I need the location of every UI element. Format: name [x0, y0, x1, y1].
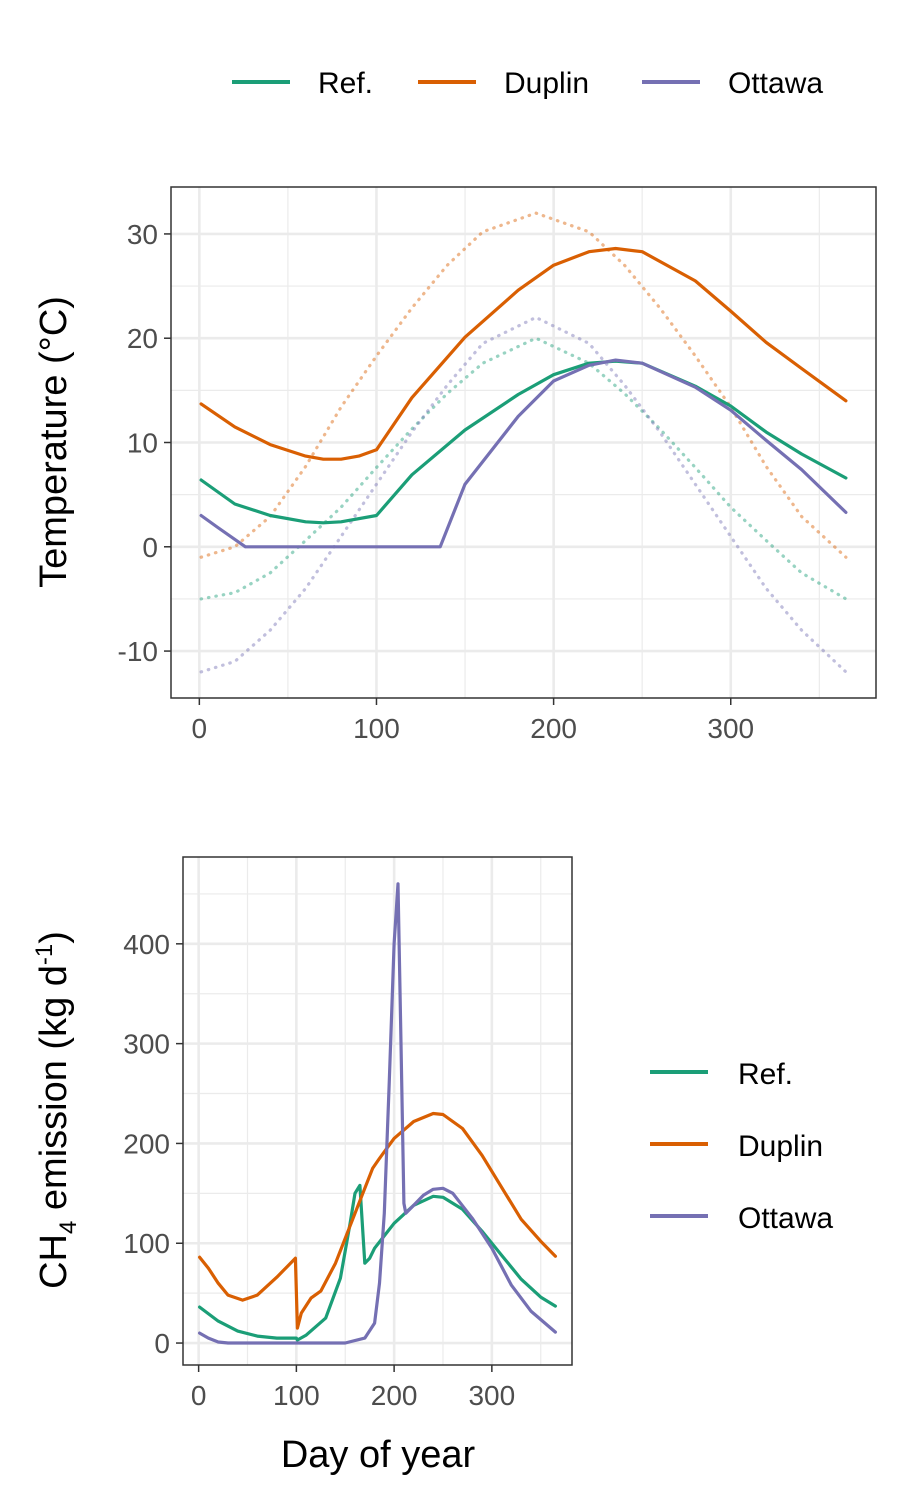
temperature-y-tick-label: 0 — [142, 532, 158, 563]
emission-x-tick-label: 200 — [371, 1380, 418, 1411]
temperature-x-tick-label: 300 — [707, 713, 754, 744]
legend-right-label-ottawa: Ottawa — [738, 1202, 833, 1235]
legend-right-label-duplin: Duplin — [738, 1130, 823, 1163]
emission-series-ottawa-solid — [198, 882, 557, 1345]
emission-panel: 0 100 200 300 0 100 200 300 400 CH4 emission (kg… — [31, 856, 573, 1476]
emission-y-title-sup: -1 — [31, 944, 58, 965]
emission-y-tick-label: 300 — [123, 1029, 170, 1060]
emission-series — [198, 882, 557, 1345]
legend-top: Ref. Duplin Ottawa — [232, 67, 823, 100]
legend-top-label-duplin: Duplin — [504, 67, 589, 100]
temperature-panel: 0 100 200 300 -10 0 10 20 30 Temperature (°C) — [33, 186, 877, 744]
legend-right-label-ref: Ref. — [738, 1058, 793, 1091]
emission-panel-border — [182, 856, 573, 1366]
temperature-series-ottawa-dotted — [199, 315, 848, 674]
temperature-x-tick-label: 0 — [192, 713, 208, 744]
emission-y-tick-label: 0 — [154, 1328, 170, 1359]
emission-y-title-mid: emission (kg d — [33, 965, 75, 1221]
emission-x-tick-label: 300 — [468, 1380, 515, 1411]
temperature-y-tick-label: -10 — [118, 636, 158, 667]
emission-x-tick-label: 0 — [191, 1380, 207, 1411]
temperature-x-tick-label: 200 — [530, 713, 577, 744]
temperature-y-tick-label: 20 — [127, 323, 158, 354]
temperature-series — [199, 211, 848, 674]
temperature-x-tick-label: 100 — [353, 713, 400, 744]
emission-y-tick-label: 400 — [123, 929, 170, 960]
temperature-y-axis-title: Temperature (°C) — [33, 296, 75, 588]
temperature-y-tick-label: 30 — [127, 219, 158, 250]
emission-axes: 0 100 200 300 0 100 200 300 400 — [123, 929, 515, 1411]
emission-y-axis-title: CH4 emission (kg d-1) — [31, 931, 82, 1289]
legend-top-label-ottawa: Ottawa — [728, 67, 823, 100]
emission-series-duplin-solid — [198, 1111, 557, 1330]
temperature-series-ottawa-solid — [199, 358, 848, 549]
temperature-series-duplin-solid — [199, 246, 848, 461]
emission-y-title-ch: CH — [33, 1234, 75, 1289]
emission-x-axis-title: Day of year — [281, 1434, 476, 1476]
emission-y-title-end: ) — [33, 931, 75, 944]
temperature-y-tick-label: 10 — [127, 428, 158, 459]
temperature-axes: 0 100 200 300 -10 0 10 20 30 — [118, 219, 755, 744]
legend-top-label-ref: Ref. — [318, 67, 373, 100]
emission-x-tick-label: 100 — [273, 1380, 320, 1411]
emission-y-tick-label: 100 — [123, 1228, 170, 1259]
temperature-series-ref-solid — [199, 359, 848, 525]
emission-y-title-sub: 4 — [55, 1221, 82, 1234]
legend-right: Ref. Duplin Ottawa — [650, 1058, 833, 1235]
emission-y-tick-label: 200 — [123, 1128, 170, 1159]
